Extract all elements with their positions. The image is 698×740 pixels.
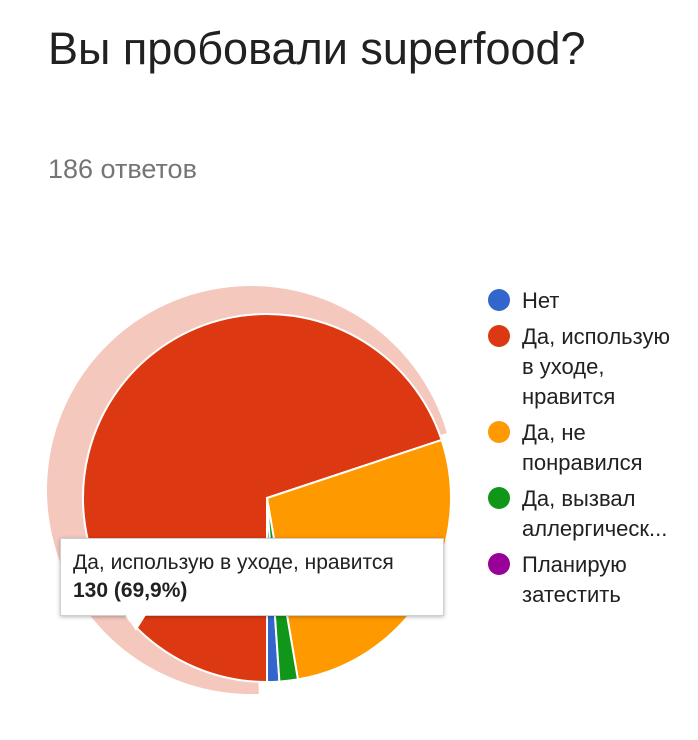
legend-dot xyxy=(488,289,510,311)
chart-tooltip: Да, использую в уходе, нравится 130 (69,… xyxy=(60,538,444,616)
tooltip-pointer xyxy=(126,615,146,631)
legend-dot xyxy=(488,553,510,575)
legend-label: Планирую затестить xyxy=(522,552,627,607)
chart-legend: Нет Да, использую в уходе, нравится Да, … xyxy=(488,286,693,616)
legend-label: Да, использую в уходе, нравится xyxy=(522,324,670,409)
legend-item-yes-allergy[interactable]: Да, вызвал аллергическ... xyxy=(488,484,693,544)
question-title: Вы пробовали superfood? xyxy=(48,23,586,74)
legend-item-yes-dislike[interactable]: Да, не понравился xyxy=(488,418,693,478)
legend-label: Нет xyxy=(522,288,560,313)
legend-dot xyxy=(488,325,510,347)
legend-item-plan[interactable]: Планирую затестить xyxy=(488,550,693,610)
legend-item-yes-like[interactable]: Да, использую в уходе, нравится xyxy=(488,322,693,412)
tooltip-value: 130 (69,9%) xyxy=(73,579,188,602)
legend-label: Да, не понравился xyxy=(522,420,643,475)
response-count: 186 ответов xyxy=(48,154,197,184)
legend-dot xyxy=(488,487,510,509)
legend-dot xyxy=(488,421,510,443)
legend-item-net[interactable]: Нет xyxy=(488,286,693,316)
tooltip-label: Да, использую в уходе, нравится xyxy=(73,551,394,574)
legend-label: Да, вызвал аллергическ... xyxy=(522,486,668,541)
